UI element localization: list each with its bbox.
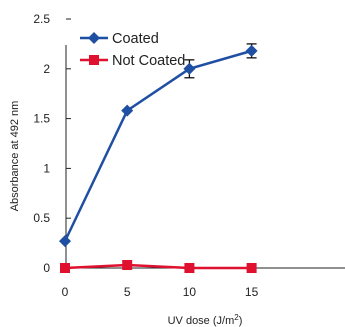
data-point <box>184 263 195 273</box>
x-tick-label: 0 <box>62 285 69 299</box>
legend-item: Coated <box>80 31 159 47</box>
data-point <box>60 263 70 273</box>
y-tick-label: 2.5 <box>33 12 50 26</box>
data-point <box>183 62 196 75</box>
data-point <box>245 44 258 57</box>
y-tick-label: 0 <box>43 261 50 275</box>
y-axis-title: Absorbance at 492 nm <box>9 101 21 212</box>
x-tick-label: 5 <box>124 285 131 299</box>
x-tick-label: 15 <box>245 285 259 299</box>
data-point <box>121 104 134 117</box>
legend-item: Not Coated <box>80 53 185 69</box>
y-tick-label: 2 <box>43 62 50 76</box>
x-tick-label: 10 <box>183 285 197 299</box>
series-line <box>64 263 252 270</box>
data-point <box>246 263 257 273</box>
series-2 <box>60 260 257 273</box>
series-layer <box>59 43 258 273</box>
legend-marker <box>88 32 100 44</box>
series-line <box>63 49 252 242</box>
legend: Coated Not Coated <box>80 31 185 69</box>
y-tick-label: 1.5 <box>33 112 50 126</box>
legend-label: Not Coated <box>112 53 185 69</box>
x-axis-title: UV dose (J/m2) <box>168 313 243 327</box>
legend-label: Coated <box>112 31 159 47</box>
data-point <box>59 235 71 248</box>
legend-marker <box>89 55 99 65</box>
y-tick-label: 0.5 <box>33 211 50 225</box>
data-point <box>122 260 133 271</box>
y-tick-label: 1 <box>43 161 50 175</box>
series-1 <box>59 43 258 248</box>
y-axis-ticks: 0 0.5 1 1.5 2 2.5 <box>33 12 71 275</box>
